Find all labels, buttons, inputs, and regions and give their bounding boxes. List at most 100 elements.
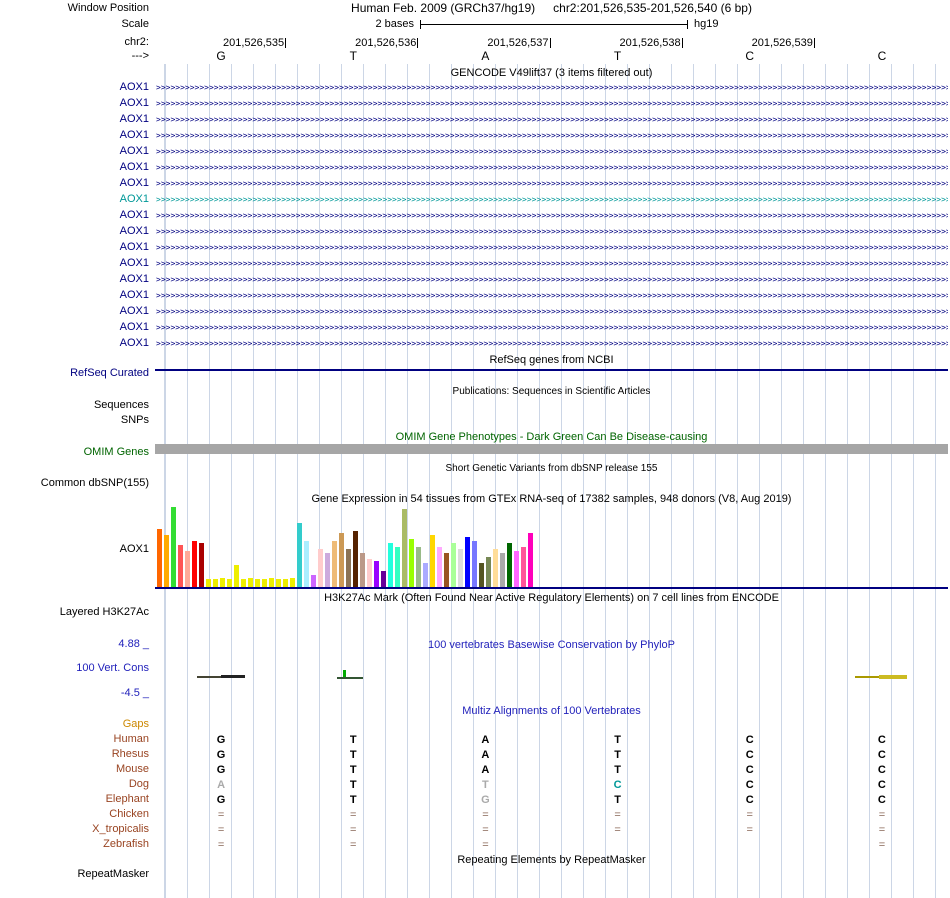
gencode-transcript-row[interactable]: >>>>>>>>>>>>>>>>>>>>>>>>>>>>>>>>>>>>>>>>… (156, 115, 948, 124)
gencode-transcript-row[interactable]: >>>>>>>>>>>>>>>>>>>>>>>>>>>>>>>>>>>>>>>>… (156, 275, 948, 284)
gtex-bar[interactable] (409, 539, 414, 587)
gtex-bar[interactable] (451, 543, 456, 587)
gencode-transcript-row[interactable]: >>>>>>>>>>>>>>>>>>>>>>>>>>>>>>>>>>>>>>>>… (156, 339, 948, 348)
gtex-bar[interactable] (248, 578, 253, 587)
gtex-bar[interactable] (297, 523, 302, 587)
gencode-gene-label[interactable]: AOX1 (119, 145, 149, 157)
snps-label[interactable]: SNPs (120, 414, 149, 426)
omim-gene-bar[interactable] (155, 444, 948, 454)
gencode-gene-label[interactable]: AOX1 (119, 321, 149, 333)
species-label[interactable]: Human (113, 733, 149, 745)
gtex-bar[interactable] (500, 553, 505, 587)
gtex-bar[interactable] (185, 551, 190, 587)
gtex-bar[interactable] (472, 541, 477, 587)
gencode-transcript-row[interactable]: >>>>>>>>>>>>>>>>>>>>>>>>>>>>>>>>>>>>>>>>… (156, 227, 948, 236)
gencode-transcript-row[interactable]: >>>>>>>>>>>>>>>>>>>>>>>>>>>>>>>>>>>>>>>>… (156, 131, 948, 140)
gencode-gene-label[interactable]: AOX1 (119, 289, 149, 301)
species-label[interactable]: Mouse (115, 763, 149, 775)
gencode-transcript-row[interactable]: >>>>>>>>>>>>>>>>>>>>>>>>>>>>>>>>>>>>>>>>… (156, 179, 948, 188)
gtex-bar[interactable] (276, 579, 281, 587)
gtex-bar[interactable] (514, 551, 519, 587)
gtex-bar[interactable] (402, 509, 407, 587)
gtex-bar[interactable] (164, 535, 169, 587)
gtex-bar[interactable] (234, 565, 239, 587)
gtex-bar[interactable] (360, 553, 365, 587)
phylop-track-label[interactable]: 100 Vert. Cons (76, 662, 149, 674)
gtex-bar[interactable] (241, 579, 246, 587)
gtex-bar[interactable] (290, 578, 295, 587)
gtex-bar[interactable] (353, 531, 358, 587)
gtex-bar[interactable] (269, 578, 274, 587)
gtex-bar[interactable] (318, 549, 323, 587)
gencode-gene-label[interactable]: AOX1 (119, 305, 149, 317)
gtex-bar[interactable] (430, 535, 435, 587)
gtex-bar[interactable] (381, 571, 386, 587)
gtex-bar[interactable] (458, 549, 463, 587)
gtex-bar[interactable] (220, 578, 225, 587)
gencode-gene-label[interactable]: AOX1 (119, 81, 149, 93)
gencode-transcript-row[interactable]: >>>>>>>>>>>>>>>>>>>>>>>>>>>>>>>>>>>>>>>>… (156, 211, 948, 220)
gtex-bar[interactable] (395, 547, 400, 587)
gencode-transcript-row[interactable]: >>>>>>>>>>>>>>>>>>>>>>>>>>>>>>>>>>>>>>>>… (156, 243, 948, 252)
gtex-bar[interactable] (325, 553, 330, 587)
gencode-transcript-row[interactable]: >>>>>>>>>>>>>>>>>>>>>>>>>>>>>>>>>>>>>>>>… (156, 307, 948, 316)
refseq-curated-label[interactable]: RefSeq Curated (70, 367, 149, 379)
gencode-gene-label[interactable]: AOX1 (119, 337, 149, 349)
gencode-gene-label[interactable]: AOX1 (119, 177, 149, 189)
gencode-transcript-row[interactable]: >>>>>>>>>>>>>>>>>>>>>>>>>>>>>>>>>>>>>>>>… (156, 323, 948, 332)
repeatmasker-label[interactable]: RepeatMasker (77, 868, 149, 880)
gtex-bar[interactable] (437, 547, 442, 587)
gtex-bar[interactable] (465, 537, 470, 587)
gtex-bar[interactable] (206, 579, 211, 587)
gtex-bar[interactable] (213, 579, 218, 587)
gtex-bar[interactable] (388, 543, 393, 587)
gencode-transcript-row[interactable]: >>>>>>>>>>>>>>>>>>>>>>>>>>>>>>>>>>>>>>>>… (156, 147, 948, 156)
gencode-transcript-row[interactable]: >>>>>>>>>>>>>>>>>>>>>>>>>>>>>>>>>>>>>>>>… (156, 195, 948, 204)
gencode-transcript-row[interactable]: >>>>>>>>>>>>>>>>>>>>>>>>>>>>>>>>>>>>>>>>… (156, 99, 948, 108)
layered-h3k27ac-label[interactable]: Layered H3K27Ac (59, 606, 149, 618)
gtex-bar[interactable] (199, 543, 204, 587)
gtex-bar[interactable] (493, 549, 498, 587)
species-label[interactable]: X_tropicalis (92, 823, 149, 835)
gencode-transcript-row[interactable]: >>>>>>>>>>>>>>>>>>>>>>>>>>>>>>>>>>>>>>>>… (156, 163, 948, 172)
gtex-bar[interactable] (374, 561, 379, 587)
gencode-gene-label[interactable]: AOX1 (119, 193, 149, 205)
gencode-gene-label[interactable]: AOX1 (119, 209, 149, 221)
gencode-gene-label[interactable]: AOX1 (119, 273, 149, 285)
gtex-gene-label[interactable]: AOX1 (119, 543, 149, 555)
gencode-gene-label[interactable]: AOX1 (119, 113, 149, 125)
sequences-label[interactable]: Sequences (93, 399, 149, 411)
gtex-bar[interactable] (479, 563, 484, 587)
gencode-gene-label[interactable]: AOX1 (119, 225, 149, 237)
common-dbsnp-label[interactable]: Common dbSNP(155) (40, 477, 149, 489)
gtex-bar[interactable] (507, 543, 512, 587)
gtex-bar[interactable] (178, 545, 183, 587)
gtex-bar[interactable] (262, 579, 267, 587)
gtex-bar[interactable] (283, 579, 288, 587)
gencode-gene-label[interactable]: AOX1 (119, 161, 149, 173)
species-label[interactable]: Elephant (105, 793, 149, 805)
gtex-bar[interactable] (304, 541, 309, 587)
gtex-bar[interactable] (416, 547, 421, 587)
gtex-bar[interactable] (444, 553, 449, 587)
gencode-gene-label[interactable]: AOX1 (119, 241, 149, 253)
species-label[interactable]: Dog (128, 778, 149, 790)
omim-genes-label[interactable]: OMIM Genes (83, 446, 149, 458)
gencode-gene-label[interactable]: AOX1 (119, 97, 149, 109)
gtex-bar[interactable] (332, 541, 337, 587)
gtex-bar[interactable] (192, 541, 197, 587)
species-label[interactable]: Zebrafish (103, 838, 149, 850)
gtex-bar[interactable] (255, 579, 260, 587)
gtex-bar[interactable] (528, 533, 533, 587)
gencode-transcript-row[interactable]: >>>>>>>>>>>>>>>>>>>>>>>>>>>>>>>>>>>>>>>>… (156, 291, 948, 300)
gtex-bar[interactable] (171, 507, 176, 587)
gtex-bar[interactable] (423, 563, 428, 587)
gencode-transcript-row[interactable]: >>>>>>>>>>>>>>>>>>>>>>>>>>>>>>>>>>>>>>>>… (156, 259, 948, 268)
gencode-transcript-row[interactable]: >>>>>>>>>>>>>>>>>>>>>>>>>>>>>>>>>>>>>>>>… (156, 83, 948, 92)
refseq-gene-line[interactable] (155, 369, 948, 371)
species-label[interactable]: Chicken (109, 808, 149, 820)
species-label[interactable]: Rhesus (111, 748, 149, 760)
gtex-bar[interactable] (486, 557, 491, 587)
gtex-bar[interactable] (367, 559, 372, 587)
gencode-gene-label[interactable]: AOX1 (119, 257, 149, 269)
